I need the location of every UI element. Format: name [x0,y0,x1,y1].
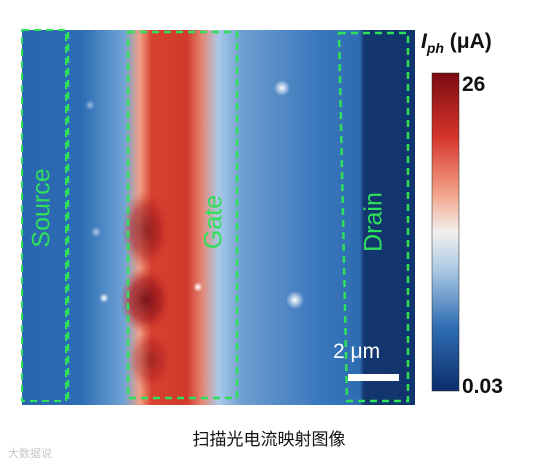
colorbar-symbol: I [421,30,427,53]
map-background [22,30,415,405]
bright-speck [99,293,109,303]
colorbar-subscript: ph [426,40,444,57]
bright-speck [91,227,101,237]
bright-speck [193,282,203,292]
drain-label: Drain [359,192,388,252]
scale-bar-label: 2 μm [333,340,381,363]
colorbar-min-label: 0.03 [462,375,503,398]
figure-caption: 扫描光电流映射图像 [192,430,346,450]
source-label: Source [27,168,56,248]
colorbar-title: Iph (μA) [421,30,492,56]
colorbar-max-label: 26 [462,73,486,96]
hotspot-bottom [128,330,172,390]
drain-outline [337,31,410,403]
scale-bar [348,374,399,381]
colorbar [431,72,460,392]
hotspot-lower [120,266,172,334]
hotspot-upper [122,190,170,270]
colorbar-unit: (μA) [443,30,492,53]
bright-speck [85,100,95,110]
gate-label: Gate [199,194,228,250]
watermark: 大数据说 [8,447,52,460]
source-outline [21,29,67,402]
gate-outline [126,30,239,400]
bright-speck [274,80,290,96]
bright-speck [286,291,304,309]
